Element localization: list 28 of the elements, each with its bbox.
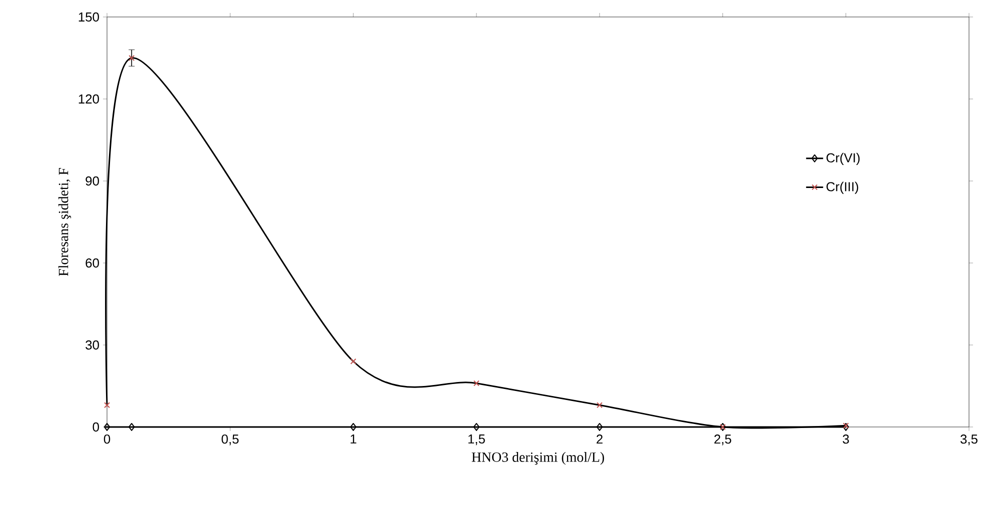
point [596,402,603,408]
x-tick-label: 0 [104,434,110,444]
x-tick-label: 3 [842,434,849,444]
point [350,358,356,364]
y-axis-title: Floresans şiddeti, F [58,168,72,276]
x-tick-label: 1,5 [468,434,485,446]
x-tick-label: 1 [350,434,356,444]
point [128,422,135,431]
point [596,422,603,431]
x-tick-label: 0,5 [222,434,239,446]
point [350,422,356,431]
point [104,402,110,408]
x-tick-label: 2,5 [714,434,732,446]
legend-label: Cr(III) [826,182,858,194]
point [473,380,480,386]
x-tick-label: 2 [596,434,603,444]
y-tick-label: 120 [78,94,99,104]
y-tick-label: 90 [86,176,99,186]
legend-label: Cr(VI) [826,152,860,165]
y-tick-label: 30 [86,340,99,350]
y-tick-label: 0 [92,422,99,432]
y-tick-label: 150 [78,12,99,22]
point [128,55,135,61]
x-axis-title: HNO3 derişimi (mol/L) [472,452,604,465]
x-tick-label: 3,5 [960,434,978,446]
point [104,422,110,431]
point [473,422,480,431]
y-tick-label: 60 [86,258,99,268]
